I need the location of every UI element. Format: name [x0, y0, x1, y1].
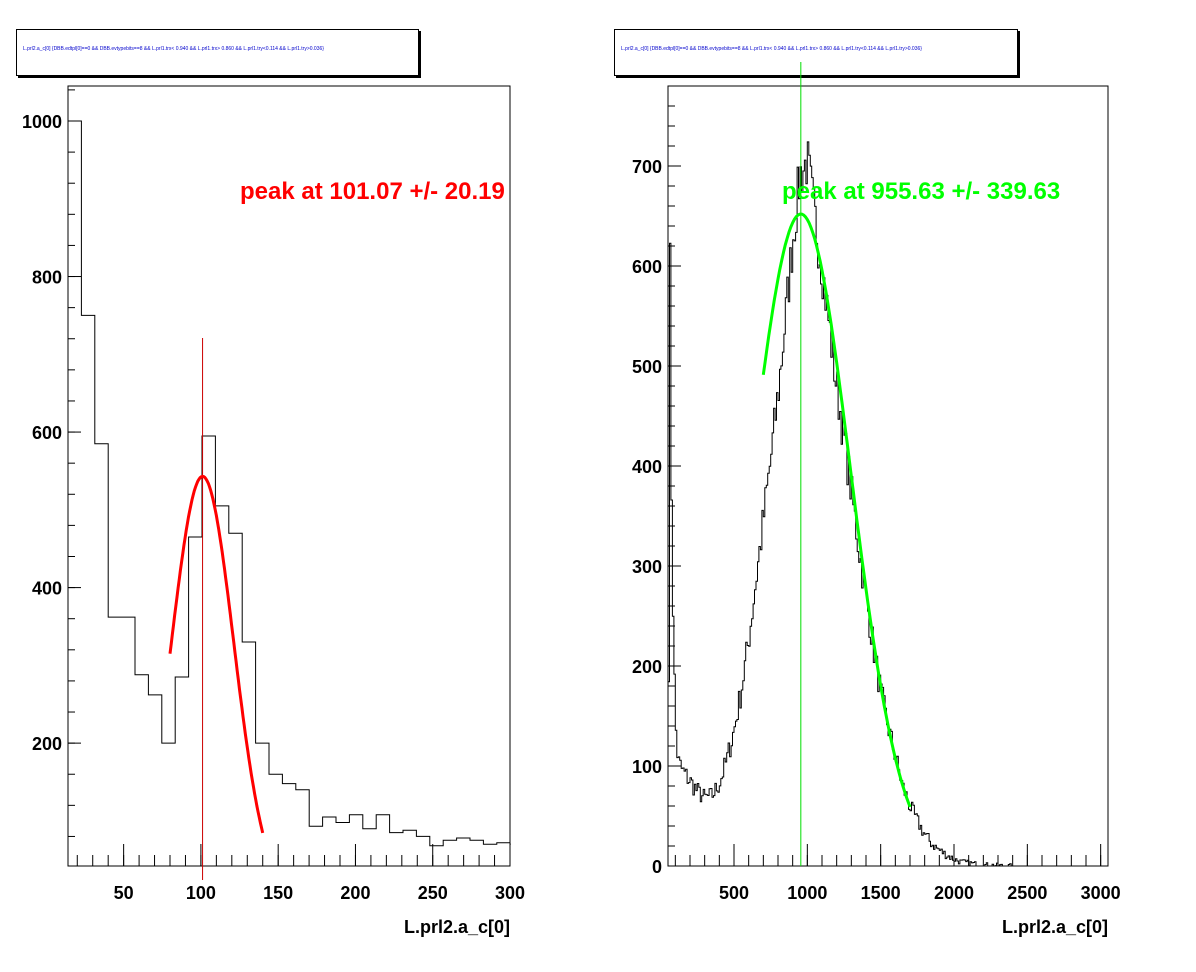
x-tick-label: 50: [114, 883, 134, 903]
y-tick-label: 600: [632, 257, 662, 277]
peak-annotation: peak at 955.63 +/- 339.63: [782, 178, 1060, 205]
y-tick-label: 400: [32, 579, 62, 599]
x-tick-label: 250: [418, 883, 448, 903]
histogram-series: [67, 120, 511, 866]
x-tick-label: 150: [263, 883, 293, 903]
x-axis-label: L.prl2.a_c[0]: [1002, 917, 1108, 937]
y-tick-label: 700: [632, 157, 662, 177]
y-tick-label: 1000: [22, 112, 62, 132]
x-tick-label: 2000: [934, 883, 974, 903]
gaussian-fit-curve: [761, 212, 912, 808]
y-tick-label: 200: [32, 734, 62, 754]
peak-annotation: peak at 101.07 +/- 20.19: [240, 178, 505, 205]
title-box-left: L.prl2.a_c[0] {DBB.edtpl[0]==0 && DBB.ev…: [16, 29, 419, 76]
y-tick-label: 300: [632, 557, 662, 577]
x-tick-label: 1500: [861, 883, 901, 903]
y-tick-label: 800: [32, 268, 62, 288]
x-tick-label: 500: [719, 883, 749, 903]
gaussian-fit-curve: [168, 474, 265, 834]
chart-panel-left: 50 100 150 200 250 300 200 400 600 800 1000 peak at…: [22, 85, 525, 937]
histogram-series: [667, 141, 1108, 867]
y-tick-label: 400: [632, 457, 662, 477]
x-tick-label: 2500: [1007, 883, 1047, 903]
x-tick-label: 1000: [787, 883, 827, 903]
x-tick-label: 300: [495, 883, 525, 903]
chart-panel-right: 500 1000 1500 2000 2500 3000 0 100 200 300 400 500 6…: [632, 62, 1121, 937]
x-tick-label: 3000: [1081, 883, 1121, 903]
x-tick-label: 200: [340, 883, 370, 903]
y-tick-label: 500: [632, 357, 662, 377]
x-axis-label: L.prl2.a_c[0]: [404, 917, 510, 937]
title-box-right: L.prl2.a_c[0] {DBB.edtpl[0]==0 && DBB.ev…: [614, 29, 1018, 76]
y-tick-label: 200: [632, 657, 662, 677]
title-text-right: L.prl2.a_c[0] {DBB.edtpl[0]==0 && DBB.ev…: [621, 46, 922, 52]
y-tick-label: 100: [632, 757, 662, 777]
plot-frame: [667, 85, 1109, 867]
title-text-left: L.prl2.a_c[0] {DBB.edtpl[0]==0 && DBB.ev…: [23, 46, 324, 52]
y-tick-label: 0: [652, 857, 662, 877]
y-tick-label: 600: [32, 423, 62, 443]
x-tick-label: 100: [186, 883, 216, 903]
